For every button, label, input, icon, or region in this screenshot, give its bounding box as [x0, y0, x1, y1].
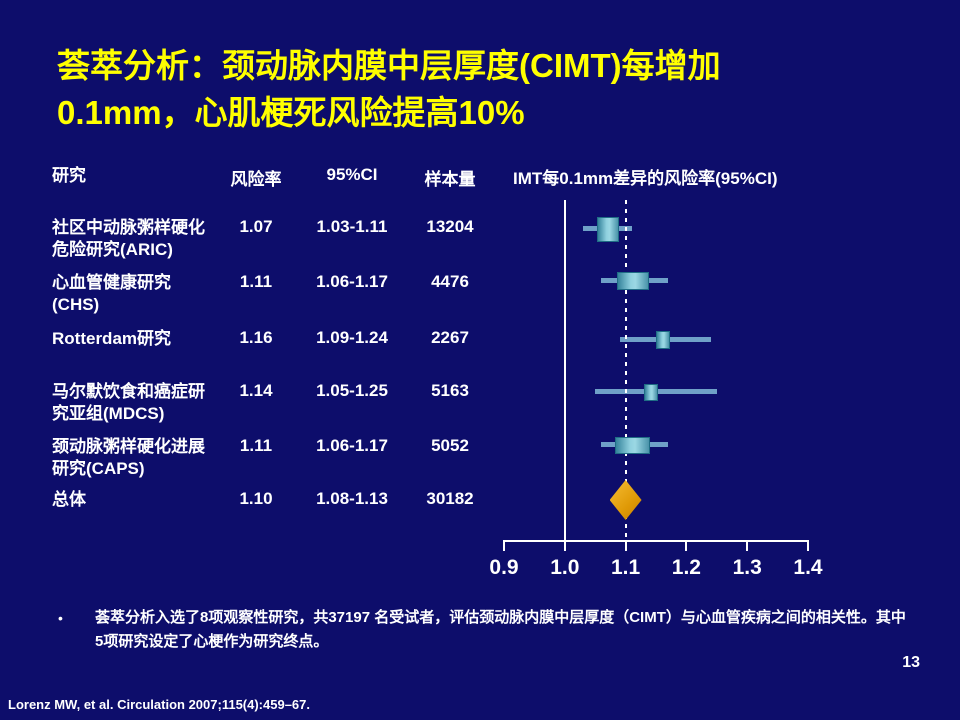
- page-number: 13: [902, 654, 920, 671]
- x-axis-tick-label: 1.0: [550, 556, 580, 579]
- overall-diamond-marker: [609, 480, 642, 520]
- ci-value: 1.03-1.11: [316, 217, 388, 236]
- ci-value: 1.09-1.24: [316, 328, 388, 347]
- risk-value: 1.16: [239, 328, 273, 347]
- x-axis-tick: [685, 540, 688, 551]
- ci-value: 1.08-1.13: [316, 489, 388, 508]
- slide-title-line1: 荟萃分析：颈动脉内膜中层厚度(CIMT)每增加: [57, 47, 721, 84]
- study-name: 心血管健康研究(CHS): [52, 273, 171, 314]
- x-axis-tick: [746, 540, 749, 551]
- study-name: 社区中动脉粥样硬化危险研究(ARIC): [52, 218, 205, 259]
- ci-value: 1.06-1.17: [316, 436, 388, 455]
- risk-value: 1.14: [239, 381, 273, 400]
- risk-value: 1.07: [239, 217, 273, 236]
- ci-value: 1.05-1.25: [316, 381, 388, 400]
- study-marker: [597, 216, 620, 242]
- column-header-ci: 95%CI: [326, 165, 378, 184]
- x-axis-tick-label: 1.1: [610, 556, 641, 579]
- sample-size: 4476: [431, 272, 469, 291]
- x-axis-tick: [563, 540, 566, 551]
- dashed-line-1.1: [624, 200, 627, 540]
- study-name: 总体: [52, 490, 86, 509]
- x-axis-tick: [624, 540, 627, 551]
- study-marker: [656, 331, 671, 349]
- forest-plot-title: IMT每0.1mm差异的风险率(95%CI): [513, 169, 778, 188]
- x-axis-tick-label: 1.2: [671, 556, 701, 579]
- citation: Lorenz MW, et al. Circulation 2007;115(4…: [8, 697, 311, 712]
- study-name: Rotterdam研究: [52, 329, 172, 348]
- column-header-sample: 样本量: [424, 170, 476, 189]
- x-axis-tick: [807, 540, 809, 551]
- risk-value: 1.10: [239, 489, 273, 508]
- sample-size: 5052: [431, 436, 469, 455]
- x-axis-tick-label: 1.4: [793, 556, 823, 579]
- risk-value: 1.11: [239, 272, 273, 291]
- ci-value: 1.06-1.17: [316, 272, 388, 291]
- x-axis-tick-label: 0.9: [489, 556, 519, 579]
- sample-size: 30182: [426, 489, 474, 508]
- bullet-note: 荟萃分析入选了8项观察性研究，共37197 名受试者，评估颈动脉内膜中层厚度（C…: [95, 609, 906, 650]
- study-marker: [616, 272, 649, 290]
- risk-value: 1.11: [239, 436, 273, 455]
- slide-title: 荟萃分析：颈动脉内膜中层厚度(CIMT)每增加 0.1mm，心肌梗死风险提高10…: [57, 42, 927, 136]
- x-axis-tick-label: 1.3: [732, 556, 762, 579]
- sample-size: 13204: [426, 217, 474, 236]
- study-marker: [643, 383, 658, 401]
- x-axis-tick: [503, 540, 505, 551]
- column-header-study: 研究: [52, 166, 86, 185]
- bullet-icon: •: [58, 610, 63, 626]
- sample-size: 5163: [431, 381, 469, 400]
- sample-size: 2267: [431, 328, 469, 347]
- study-name: 颈动脉粥样硬化进展研究(CAPS): [52, 437, 205, 478]
- x-axis-line: [504, 540, 808, 542]
- reference-line-1.0: [563, 200, 566, 540]
- slide-title-line2: 0.1mm，心肌梗死风险提高10%: [57, 94, 525, 131]
- study-marker: [615, 436, 651, 454]
- study-name: 马尔默饮食和癌症研究亚组(MDCS): [52, 382, 205, 423]
- column-header-risk: 风险率: [230, 170, 282, 189]
